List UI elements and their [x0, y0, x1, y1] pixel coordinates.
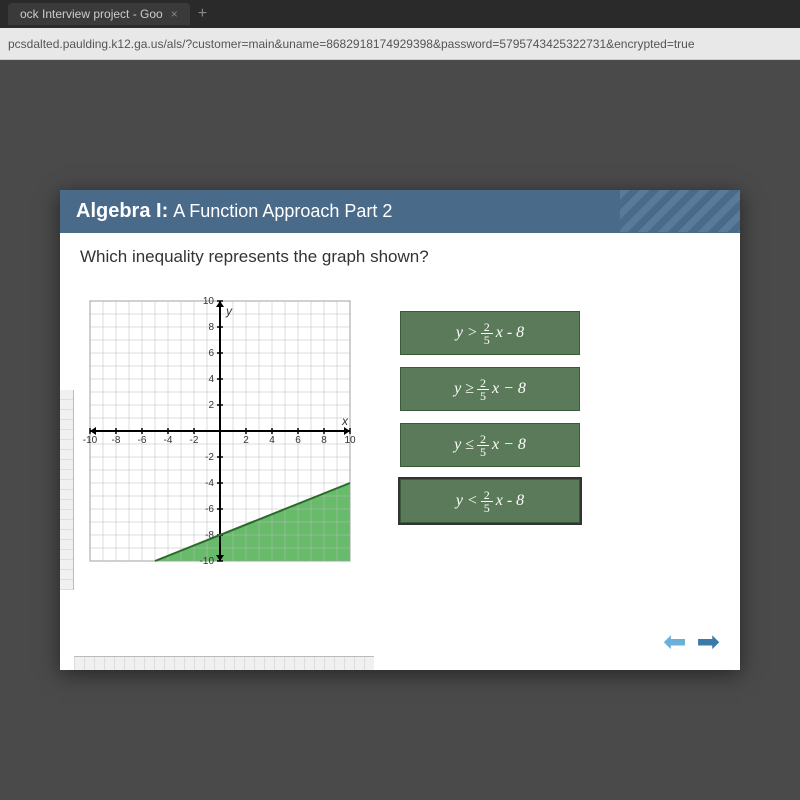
lesson-frame: Algebra I: A Function Approach Part 2 Wh…	[60, 190, 740, 670]
tab-title: ock Interview project - Goo	[20, 7, 163, 21]
page-viewport: Algebra I: A Function Approach Part 2 Wh…	[0, 60, 800, 800]
answer-post: x − 8	[492, 380, 526, 398]
course-name: Algebra I:	[76, 200, 168, 222]
svg-text:10: 10	[203, 296, 215, 307]
svg-text:-4: -4	[205, 478, 214, 489]
svg-text:-10: -10	[83, 435, 98, 446]
answer-pre: y ≤	[454, 436, 474, 454]
answer-option-3[interactable]: y ≤ 25 x − 8	[400, 423, 580, 467]
ruler-horizontal	[74, 656, 374, 670]
svg-text:-8: -8	[112, 435, 121, 446]
nav-arrows: ⬅ ➡	[663, 625, 720, 658]
answer-post: x − 8	[492, 436, 526, 454]
ruler-vertical	[60, 390, 74, 590]
answer-post: x - 8	[496, 324, 524, 342]
question-text: Which inequality represents the graph sh…	[60, 233, 740, 281]
answer-option-1[interactable]: y > 25 x - 8	[400, 311, 580, 355]
back-arrow-icon[interactable]: ⬅	[663, 625, 686, 658]
svg-text:-2: -2	[190, 435, 199, 446]
svg-text:-2: -2	[205, 452, 214, 463]
url-bar[interactable]: pcsdalted.paulding.k12.ga.us/als/?custom…	[0, 28, 800, 60]
answer-option-4[interactable]: y < 25 x - 8	[400, 479, 580, 523]
svg-text:6: 6	[208, 348, 214, 359]
browser-tab-bar: ock Interview project - Goo × +	[0, 0, 800, 28]
url-text: pcsdalted.paulding.k12.ga.us/als/?custom…	[8, 37, 695, 51]
fraction: 25	[481, 489, 493, 514]
svg-text:-10: -10	[200, 556, 215, 567]
svg-text:4: 4	[208, 374, 214, 385]
new-tab-icon[interactable]: +	[198, 5, 207, 23]
answer-pre: y >	[456, 324, 478, 342]
close-icon[interactable]: ×	[171, 7, 178, 21]
svg-text:-4: -4	[164, 435, 173, 446]
svg-text:x: x	[341, 414, 349, 428]
svg-text:8: 8	[208, 322, 214, 333]
fraction: 25	[477, 377, 489, 402]
graph-svg: -10-8-6-4-2246810-10-8-6-4-2246810xy	[80, 291, 360, 571]
svg-text:6: 6	[295, 435, 301, 446]
browser-tab[interactable]: ock Interview project - Goo ×	[8, 3, 190, 25]
answer-option-2[interactable]: y ≥ 25 x − 8	[400, 367, 580, 411]
svg-text:10: 10	[344, 435, 356, 446]
forward-arrow-icon[interactable]: ➡	[697, 625, 720, 658]
fraction: 25	[481, 321, 493, 346]
svg-text:2: 2	[208, 400, 214, 411]
svg-text:8: 8	[321, 435, 327, 446]
svg-text:4: 4	[269, 435, 275, 446]
header-pattern	[620, 190, 740, 232]
answer-pre: y <	[456, 492, 478, 510]
fraction: 25	[477, 433, 489, 458]
answer-list: y > 25 x - 8 y ≥ 25 x − 8 y ≤ 25 x − 8 y…	[400, 311, 580, 571]
svg-text:-6: -6	[205, 504, 214, 515]
svg-text:y: y	[225, 304, 233, 318]
course-subtitle: A Function Approach Part 2	[173, 201, 392, 221]
svg-text:2: 2	[243, 435, 249, 446]
graph: -10-8-6-4-2246810-10-8-6-4-2246810xy	[80, 291, 360, 571]
answer-pre: y ≥	[454, 380, 474, 398]
content-row: -10-8-6-4-2246810-10-8-6-4-2246810xy y >…	[60, 281, 740, 581]
svg-text:-6: -6	[138, 435, 147, 446]
answer-post: x - 8	[496, 492, 524, 510]
